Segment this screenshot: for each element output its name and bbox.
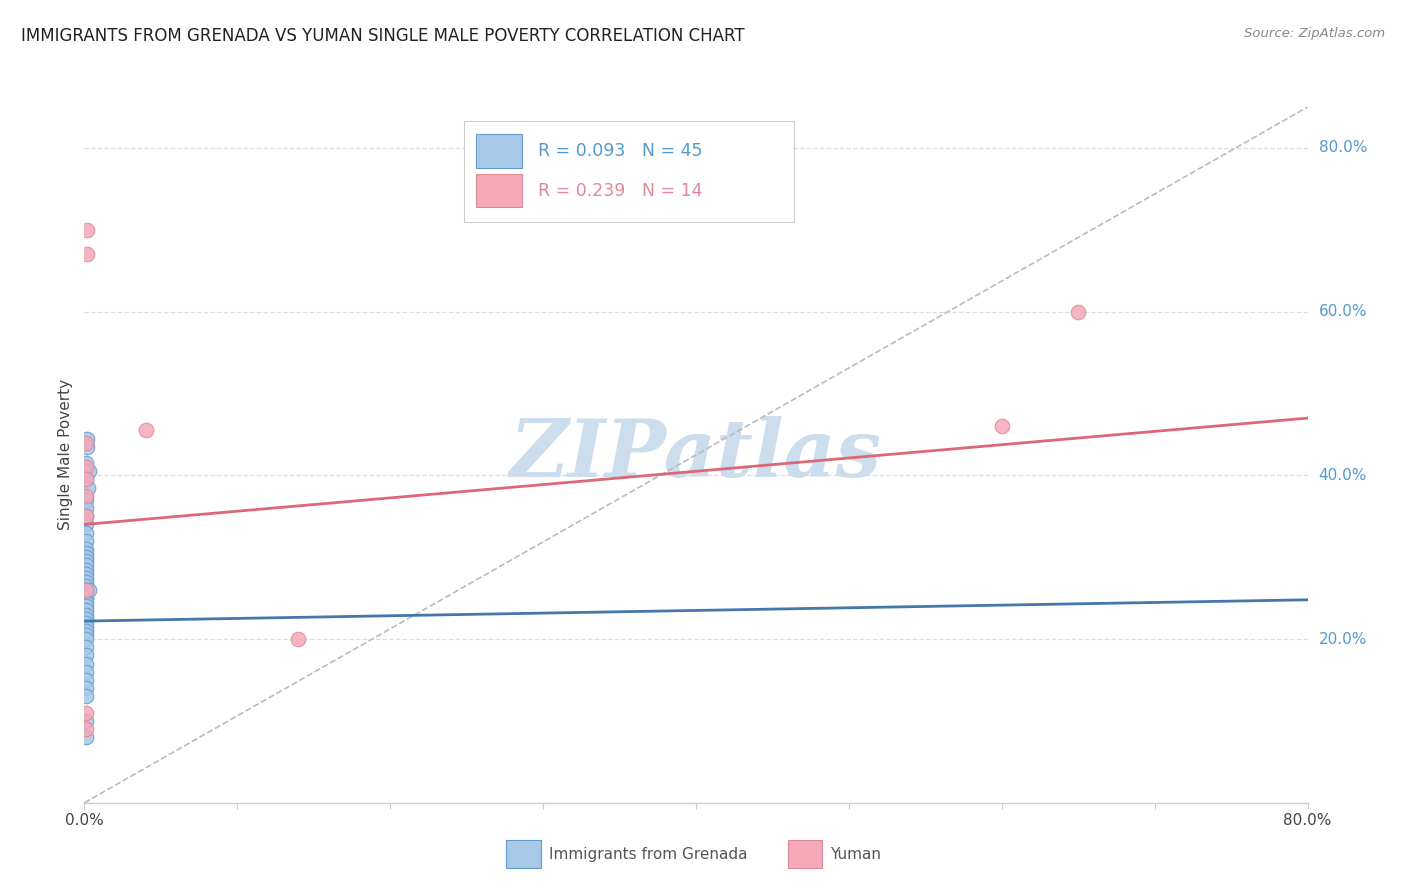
Y-axis label: Single Male Poverty: Single Male Poverty: [58, 379, 73, 531]
Text: 20.0%: 20.0%: [1319, 632, 1367, 647]
Point: [75, 632, 97, 646]
Text: Yuman: Yuman: [831, 847, 882, 862]
Text: ZIPatlas: ZIPatlas: [510, 417, 882, 493]
Point: [76, 247, 98, 261]
Text: R = 0.093   N = 45: R = 0.093 N = 45: [538, 142, 703, 160]
Bar: [787, 840, 823, 868]
Point: [75, 554, 97, 568]
Point: [75, 607, 97, 622]
Point: [75, 550, 97, 565]
Point: [75, 435, 97, 450]
Point: [75, 665, 97, 679]
Point: [77, 582, 100, 597]
Point: [135, 423, 157, 437]
Point: [75, 509, 97, 524]
Point: [1067, 304, 1090, 318]
Text: 80.0%: 80.0%: [1319, 140, 1367, 155]
Point: [75, 599, 97, 614]
Point: [75, 615, 97, 630]
Bar: [475, 134, 522, 168]
Text: R = 0.239   N = 14: R = 0.239 N = 14: [538, 182, 703, 200]
Point: [75, 624, 97, 638]
Point: [75, 648, 97, 663]
Point: [75, 489, 97, 503]
Point: [76, 432, 98, 446]
Point: [75, 566, 97, 581]
Point: [75, 492, 97, 507]
Text: Immigrants from Grenada: Immigrants from Grenada: [550, 847, 748, 862]
Point: [76, 440, 98, 454]
Point: [75, 620, 97, 634]
Point: [75, 473, 97, 487]
Point: [76, 481, 98, 495]
Point: [75, 628, 97, 642]
Point: [75, 657, 97, 671]
Point: [991, 419, 1014, 434]
Point: [75, 673, 97, 687]
Point: [75, 473, 97, 487]
Point: [75, 533, 97, 548]
Point: [75, 562, 97, 576]
Point: [76, 223, 98, 237]
Point: [75, 571, 97, 585]
Point: [75, 722, 97, 736]
Point: [75, 681, 97, 696]
Text: IMMIGRANTS FROM GRENADA VS YUMAN SINGLE MALE POVERTY CORRELATION CHART: IMMIGRANTS FROM GRENADA VS YUMAN SINGLE …: [21, 27, 745, 45]
Point: [287, 632, 309, 646]
Point: [75, 558, 97, 573]
Point: [75, 582, 97, 597]
Point: [75, 603, 97, 617]
Point: [75, 525, 97, 540]
Point: [75, 591, 97, 606]
Text: 60.0%: 60.0%: [1319, 304, 1367, 319]
Point: [75, 731, 97, 745]
Point: [75, 587, 97, 601]
Point: [75, 706, 97, 720]
Point: [75, 542, 97, 557]
Point: [75, 509, 97, 524]
Bar: [506, 840, 541, 868]
Point: [75, 456, 97, 470]
Point: [75, 582, 97, 597]
Text: Source: ZipAtlas.com: Source: ZipAtlas.com: [1244, 27, 1385, 40]
Bar: [464, 121, 794, 222]
Point: [75, 574, 97, 589]
Point: [75, 517, 97, 532]
Bar: [475, 174, 522, 207]
Point: [75, 595, 97, 609]
Point: [75, 460, 97, 475]
Point: [77, 464, 100, 478]
Point: [75, 640, 97, 655]
Point: [75, 579, 97, 593]
Point: [75, 501, 97, 516]
Point: [75, 546, 97, 560]
Point: [75, 714, 97, 728]
Point: [75, 612, 97, 626]
Text: 40.0%: 40.0%: [1319, 468, 1367, 483]
Point: [75, 690, 97, 704]
